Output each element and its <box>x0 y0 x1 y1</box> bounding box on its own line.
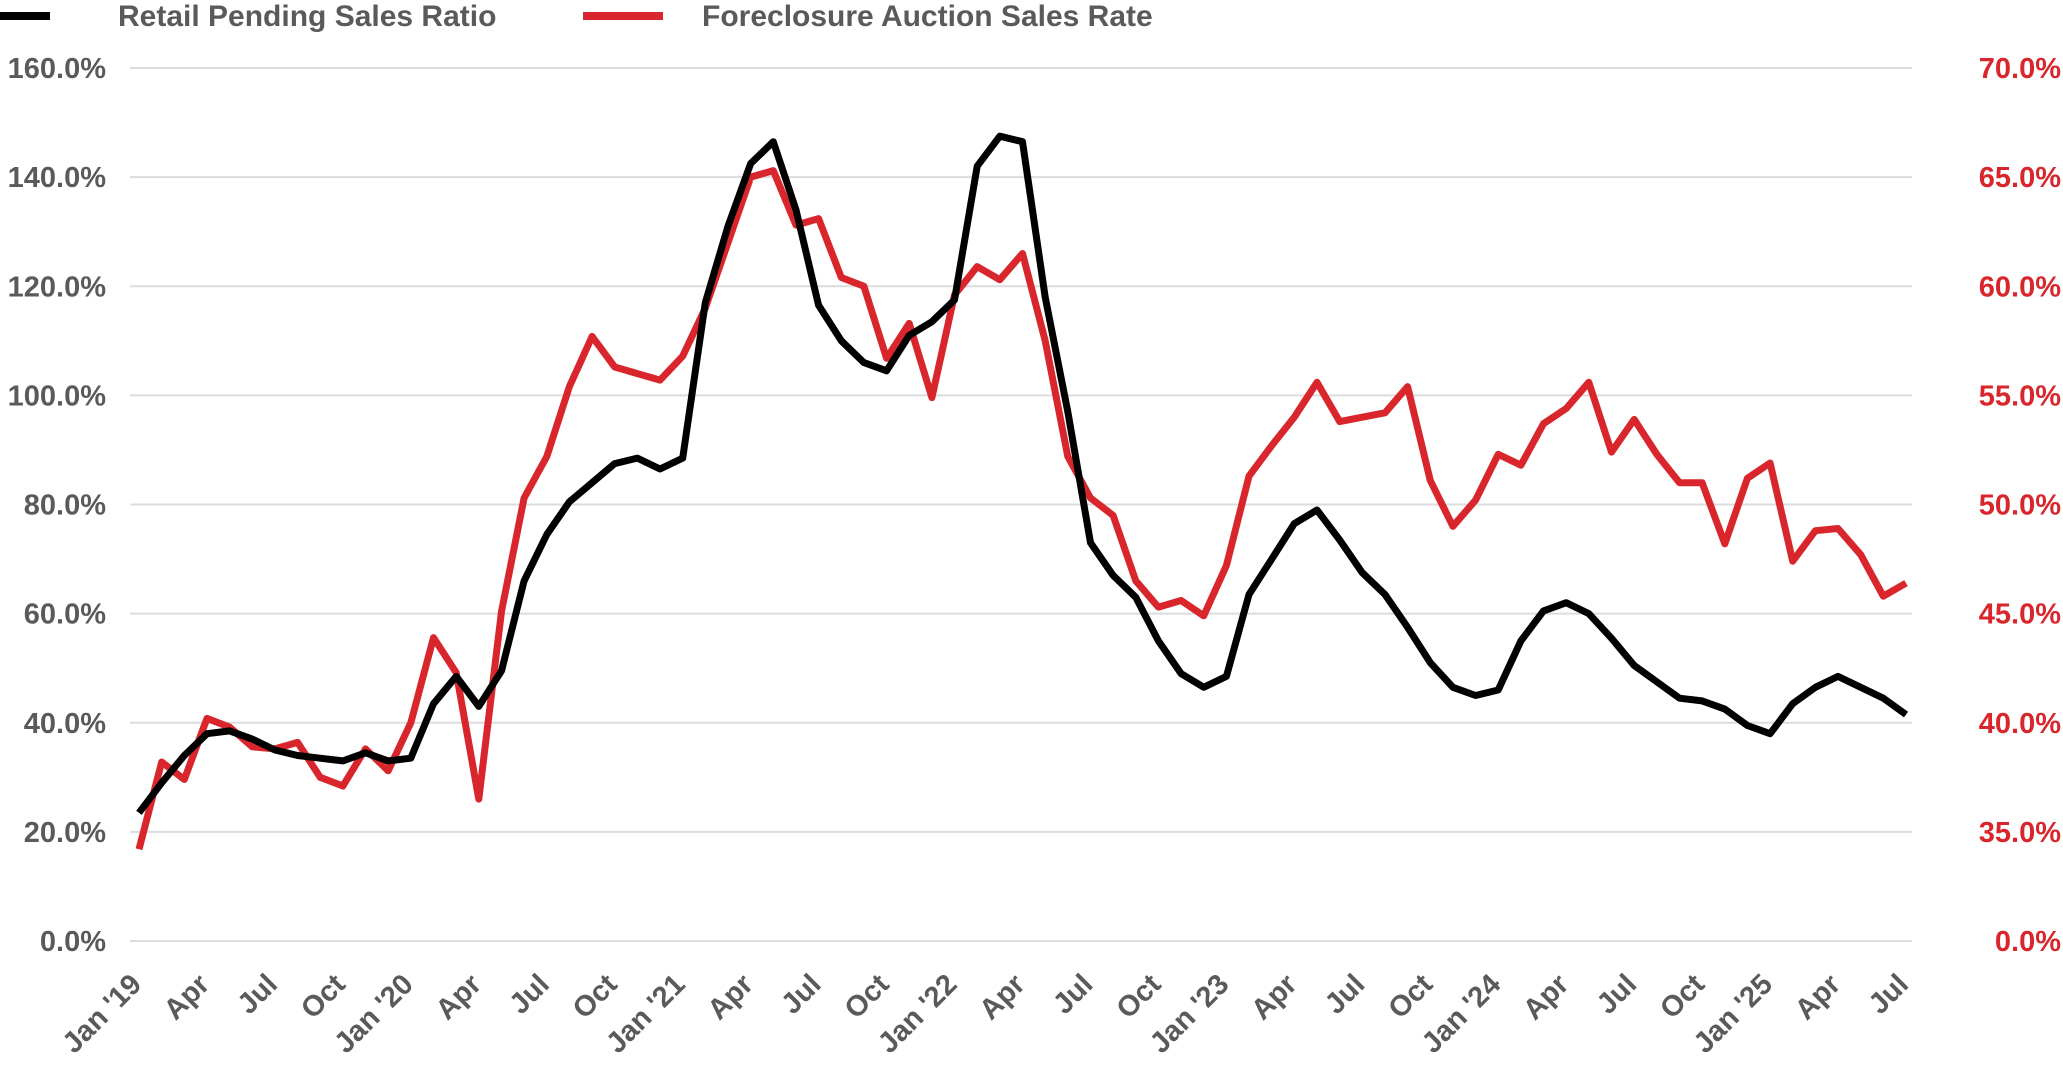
x-tick-label: Jul <box>775 968 827 1020</box>
x-tick-label: Oct <box>295 968 352 1025</box>
y-axis-right: 0.0% 35.0% 40.0% 45.0% 50.0% 55.0% 60.0% 65.0% 7… <box>1979 53 2061 958</box>
y-left-tick-label: 160.0% <box>8 53 107 85</box>
x-tick-label: Apr <box>974 968 1032 1026</box>
series-line-retail-pending-sales-ratio <box>136 132 1909 815</box>
series-line-foreclosure-auction-sales-rate <box>135 167 1908 851</box>
x-tick-label: Apr <box>1789 968 1847 1026</box>
x-tick-label: Oct <box>567 968 624 1025</box>
y-axis-left: 0.0% 20.0% 40.0% 60.0% 80.0% 100.0% 120.0% 140.… <box>8 53 107 958</box>
x-tick-label: Jul <box>1591 968 1643 1020</box>
legend-label-foreclosure: Foreclosure Auction Sales Rate <box>702 0 1153 33</box>
y-right-tick-label: 0.0% <box>1995 926 2061 958</box>
x-tick-label: Jul <box>503 968 555 1020</box>
y-left-tick-label: 20.0% <box>24 817 106 849</box>
y-right-tick-label: 70.0% <box>1979 53 2061 85</box>
x-tick-label: Apr <box>1245 968 1303 1026</box>
y-left-tick-label: 120.0% <box>8 271 107 303</box>
legend-label-retail: Retail Pending Sales Ratio <box>118 0 496 33</box>
y-right-tick-label: 45.0% <box>1979 599 2061 631</box>
x-tick-label: Apr <box>158 968 216 1026</box>
x-tick-label: Oct <box>1654 968 1711 1025</box>
legend: Retail Pending Sales Ratio Foreclosure A… <box>0 0 1153 33</box>
y-left-tick-label: 0.0% <box>40 926 106 958</box>
x-tick-label: Apr <box>1517 968 1575 1026</box>
y-right-tick-label: 40.0% <box>1979 708 2061 740</box>
y-left-tick-label: 80.0% <box>24 490 106 522</box>
x-tick-label: Oct <box>839 968 896 1025</box>
x-tick-label: Oct <box>1382 968 1439 1025</box>
y-right-tick-label: 55.0% <box>1979 380 2061 412</box>
series-lines <box>135 132 1909 851</box>
y-right-tick-label: 35.0% <box>1979 817 2061 849</box>
y-right-tick-label: 65.0% <box>1979 162 2061 194</box>
x-tick-label: Apr <box>430 968 488 1026</box>
x-tick-label: Jul <box>1047 968 1099 1020</box>
y-left-tick-label: 60.0% <box>24 599 106 631</box>
y-left-tick-label: 40.0% <box>24 708 106 740</box>
x-tick-label: Jan '19 <box>57 968 148 1059</box>
x-tick-label: Oct <box>1111 968 1168 1025</box>
gridlines <box>130 67 1912 942</box>
y-left-tick-label: 100.0% <box>8 380 107 412</box>
x-tick-label: Jul <box>1863 968 1915 1020</box>
x-tick-label: Jul <box>232 968 284 1020</box>
x-tick-label: Apr <box>702 968 760 1026</box>
x-tick-label: Jul <box>1319 968 1371 1020</box>
y-right-tick-label: 50.0% <box>1979 490 2061 522</box>
y-left-tick-label: 140.0% <box>8 162 107 194</box>
y-right-tick-label: 60.0% <box>1979 271 2061 303</box>
